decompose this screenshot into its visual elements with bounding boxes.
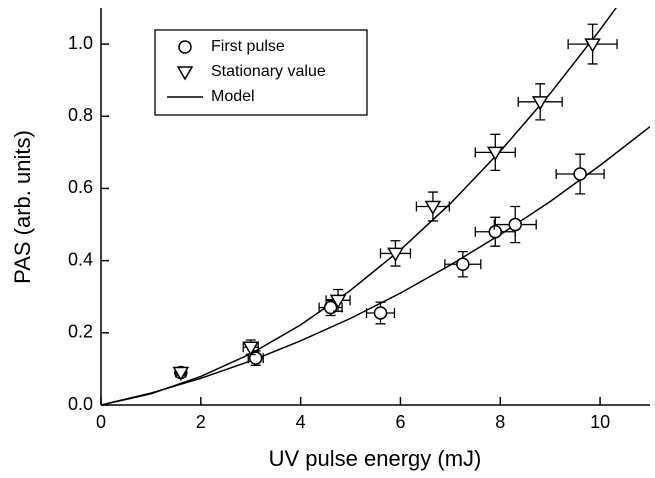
legend-marker xyxy=(176,66,194,81)
y-axis-label: PAS (arb. units) xyxy=(10,130,35,284)
point xyxy=(531,96,549,111)
point xyxy=(486,146,504,161)
y-tick-label: 0.8 xyxy=(68,105,93,125)
point xyxy=(387,247,404,262)
point xyxy=(242,341,260,356)
point xyxy=(456,257,470,271)
x-axis-label: UV pulse energy (mJ) xyxy=(269,446,482,471)
point xyxy=(488,225,503,239)
y-tick-label: 0.6 xyxy=(68,177,93,197)
legend-label: Model xyxy=(211,88,255,105)
y-tick-label: 0.0 xyxy=(68,394,93,414)
point xyxy=(584,38,601,53)
x-tick-label: 0 xyxy=(96,412,106,432)
x-tick-label: 6 xyxy=(395,412,405,432)
legend-marker xyxy=(178,40,192,54)
point xyxy=(373,306,388,320)
x-tick-label: 2 xyxy=(196,412,206,432)
y-tick-label: 0.4 xyxy=(68,249,93,269)
model-line xyxy=(101,126,650,405)
legend-label: Stationary value xyxy=(211,63,326,80)
point xyxy=(573,167,587,181)
point xyxy=(508,217,522,232)
x-tick-label: 10 xyxy=(590,412,610,432)
x-tick-label: 8 xyxy=(495,412,505,432)
y-tick-label: 1.0 xyxy=(68,33,93,53)
x-tick-label: 4 xyxy=(296,412,306,432)
model-curves xyxy=(101,8,650,405)
model-line xyxy=(101,8,617,405)
y-tick-label: 0.2 xyxy=(68,322,93,342)
point xyxy=(329,294,347,309)
point xyxy=(172,366,190,382)
legend-label: First pulse xyxy=(211,38,285,55)
point xyxy=(424,200,442,215)
